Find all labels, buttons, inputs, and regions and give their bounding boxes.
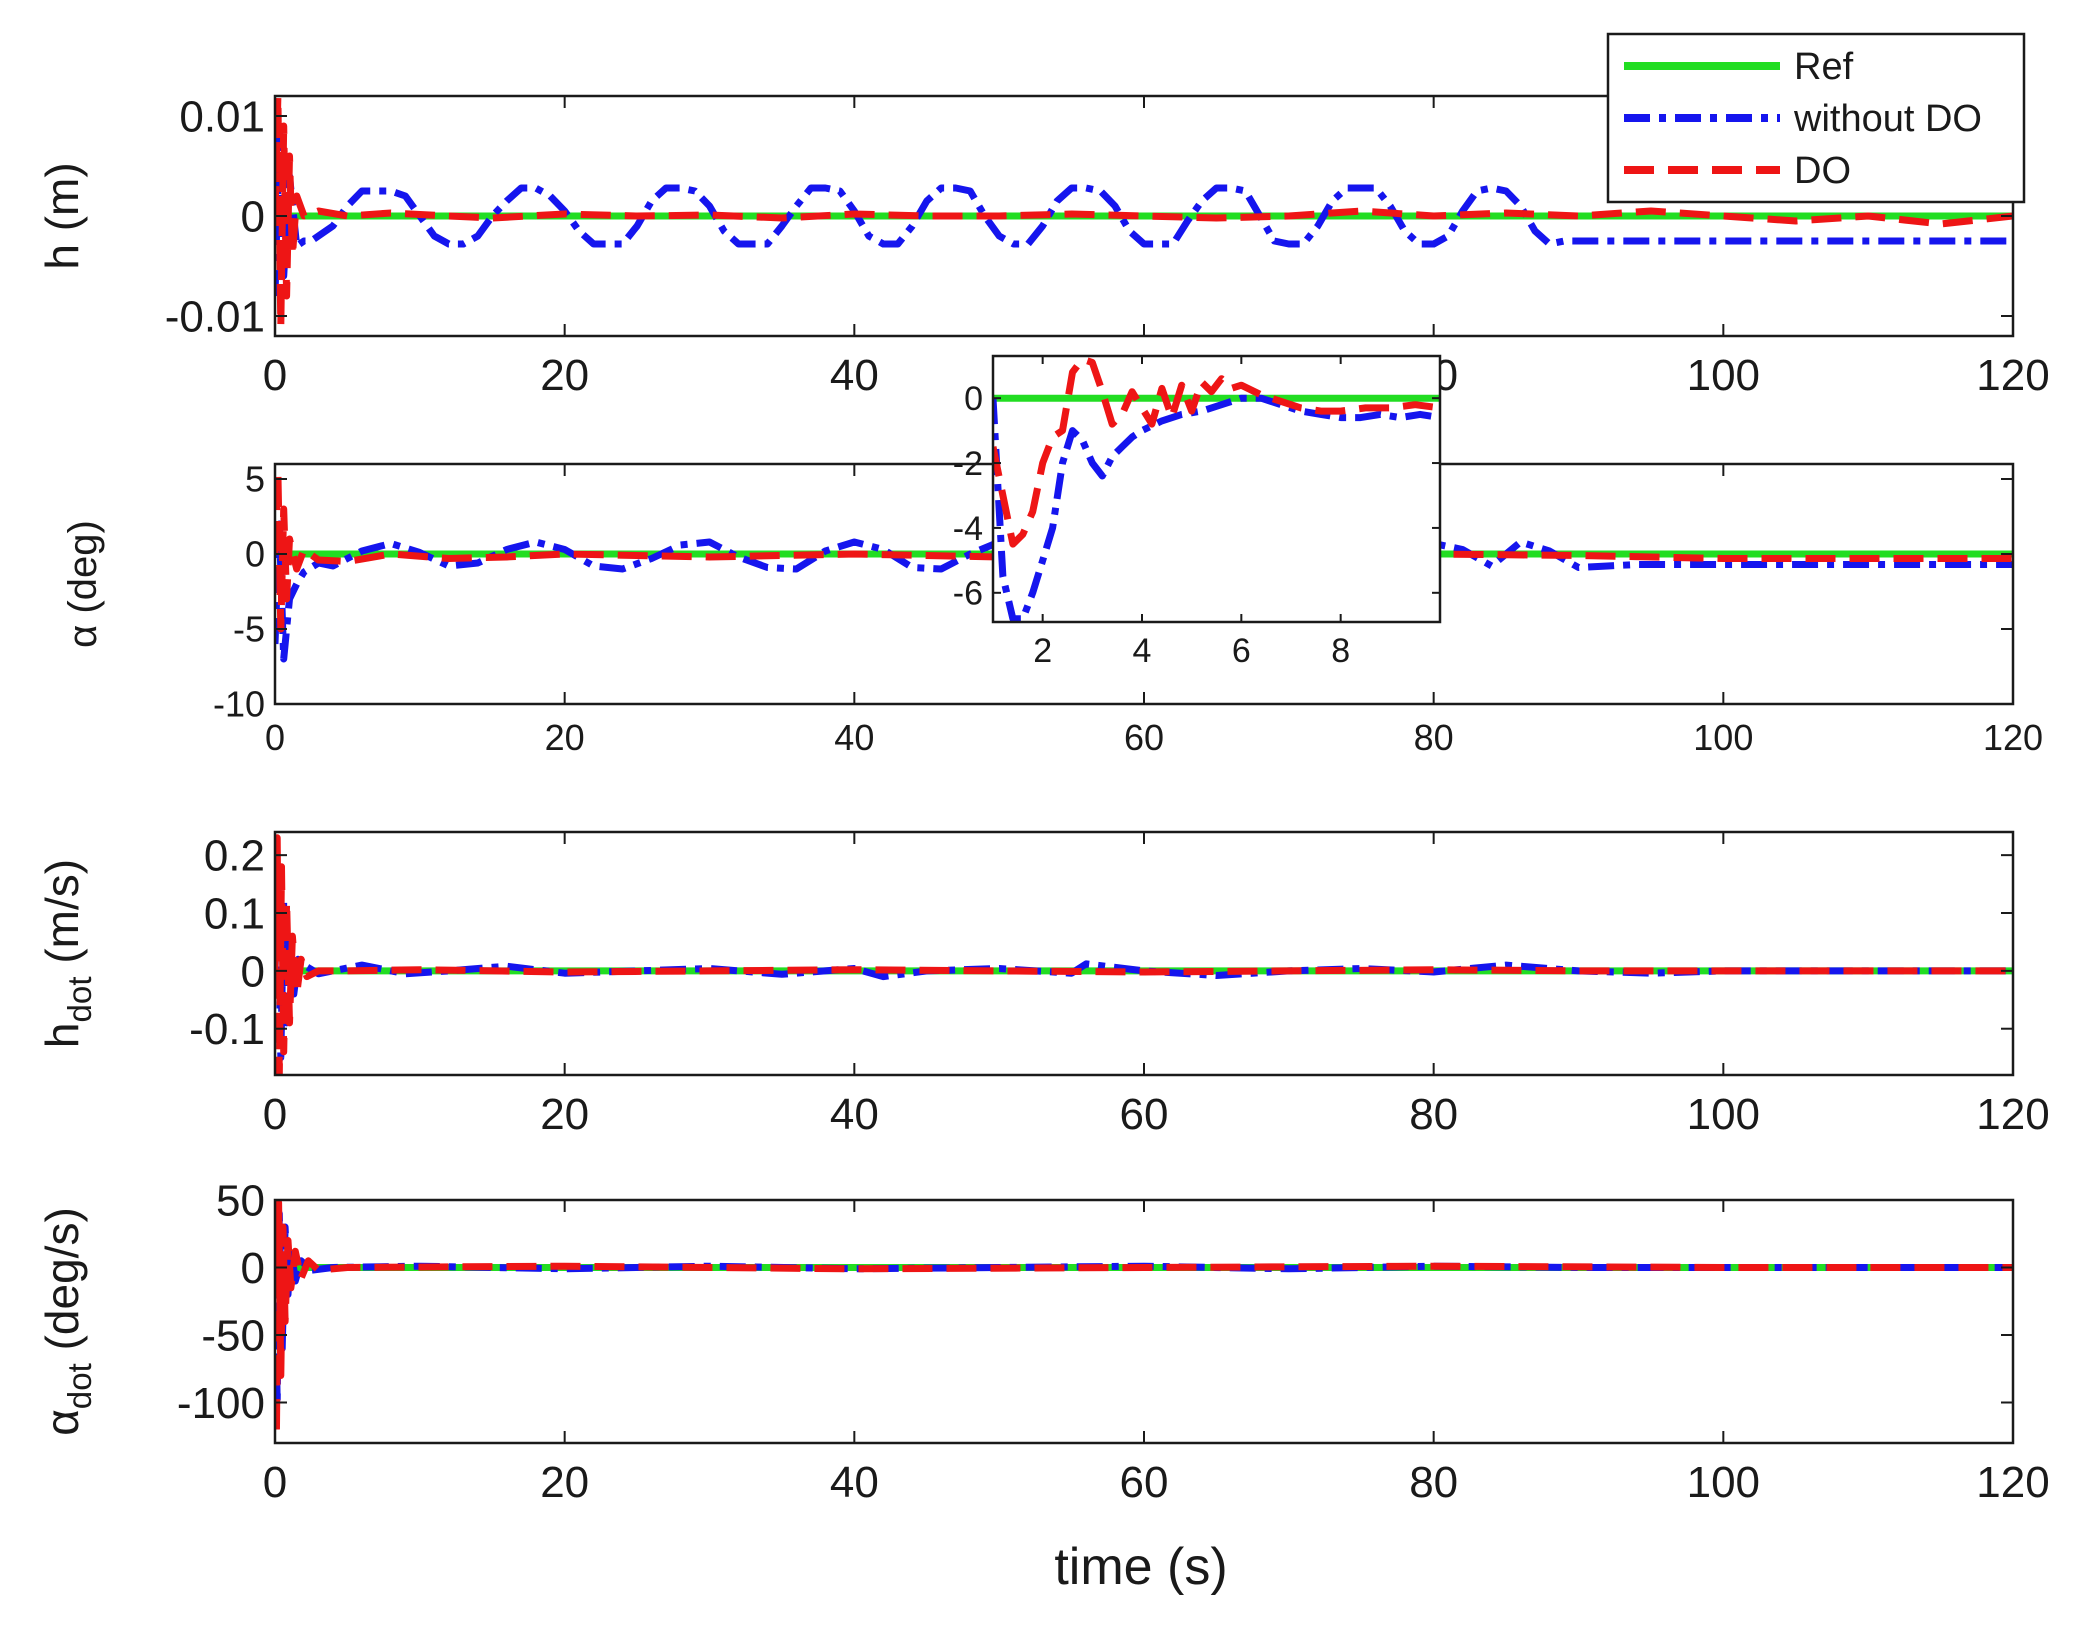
x-tick-label: 40 (830, 351, 879, 400)
y-tick-label: -2 (953, 445, 983, 483)
y-tick-label: -10 (213, 684, 265, 725)
x-tick-label: 8 (1331, 632, 1350, 670)
y-axis-label: h (m) (36, 162, 88, 269)
x-tick-label: 120 (1983, 717, 2043, 758)
series-line-without-do (275, 520, 2013, 663)
y-axis-label: α (deg) (61, 520, 105, 648)
x-tick-label: 6 (1232, 632, 1251, 670)
y-tick-label: -6 (953, 575, 983, 613)
x-tick-label: 100 (1687, 351, 1760, 400)
y-tick-label: -50 (201, 1311, 265, 1360)
series-line-do (275, 468, 2013, 633)
x-tick-label: 20 (540, 1090, 589, 1139)
axes-frame (273, 830, 2015, 1077)
y-tick-label: -0.01 (165, 292, 265, 341)
y-axis-label: hdot (m/s) (36, 859, 99, 1048)
legend-label: without DO (1793, 98, 1982, 140)
y-tick-label: 5 (245, 459, 265, 500)
x-tick-label: 40 (830, 1458, 879, 1507)
x-tick-label: 0 (263, 351, 287, 400)
legend-label: DO (1794, 150, 1851, 192)
series-line-without-do (275, 122, 2013, 297)
x-tick-label: 100 (1687, 1090, 1760, 1139)
x-tick-label: 0 (263, 1458, 287, 1507)
inset-axes: 2 4 6 8 -6 -4 -2 0 (953, 354, 1442, 670)
x-tick-label: 120 (1976, 1090, 2049, 1139)
x-tick-label: 2 (1033, 632, 1052, 670)
x-tick-label: 20 (540, 1458, 589, 1507)
series-group (275, 834, 2013, 1075)
y-tick-label: 0 (241, 1244, 265, 1293)
series-line-without-do (275, 863, 2013, 1062)
y-tick-label: 0 (245, 534, 265, 575)
x-tick-label: 0 (265, 717, 285, 758)
axes-frame (273, 1198, 2015, 1445)
y-tick-label: 0 (964, 380, 983, 418)
panel-3: 0 20 40 60 80 100 120 -0.1 0 0.1 0.2 hdot (m/s) (36, 830, 2050, 1139)
panel-4: 0 20 40 60 80 100 120 -100 -50 0 50 αdot (deg/s) (36, 1176, 2050, 1507)
series-line-do (275, 96, 2013, 330)
x-axis-label: time (s) (1054, 1538, 1227, 1596)
panel-2: 0 20 40 60 80 100 120 -10 -5 0 5 α (deg) (61, 459, 2043, 758)
x-tick-label: 60 (1120, 1458, 1169, 1507)
y-tick-label: -100 (177, 1379, 265, 1428)
x-tick-label: 20 (540, 351, 589, 400)
axes-frame (991, 354, 1442, 624)
series-line-do (275, 1200, 2013, 1440)
x-tick-label: 80 (1409, 1458, 1458, 1507)
y-tick-label: -4 (953, 510, 983, 548)
series-line-without-do (993, 394, 1440, 622)
x-tick-label: 100 (1693, 717, 1753, 758)
series-group (275, 96, 2013, 330)
x-tick-label: 80 (1414, 717, 1454, 758)
series-group (275, 1200, 2013, 1440)
x-tick-label: 40 (830, 1090, 879, 1139)
series-line-without-do (275, 1210, 2013, 1406)
legend: Ref without DO DO (1606, 32, 2026, 204)
y-tick-label: 0.01 (179, 92, 265, 141)
y-tick-label: 0 (241, 192, 265, 241)
legend-label: Ref (1794, 46, 1854, 88)
y-tick-label: 0.1 (204, 889, 265, 938)
x-tick-label: 40 (834, 717, 874, 758)
x-tick-label: 100 (1687, 1458, 1760, 1507)
series-line-do (993, 356, 1440, 548)
x-tick-label: 120 (1976, 351, 2049, 400)
y-tick-label: 0 (241, 947, 265, 996)
y-tick-label: 50 (216, 1176, 265, 1225)
inset-panel: 2 4 6 8 -6 -4 -2 0 (953, 354, 1442, 670)
x-tick-label: 80 (1409, 1090, 1458, 1139)
series-line-do (275, 834, 2013, 1075)
x-tick-label: 4 (1133, 632, 1152, 670)
x-tick-label: 120 (1976, 1458, 2049, 1507)
y-tick-label: -5 (233, 609, 265, 650)
x-tick-label: 0 (263, 1090, 287, 1139)
x-tick-label: 60 (1124, 717, 1164, 758)
x-tick-label: 60 (1120, 1090, 1169, 1139)
series-group (993, 356, 1440, 622)
y-axis-label: αdot (deg/s) (36, 1207, 99, 1436)
y-tick-label: -0.1 (189, 1005, 265, 1054)
y-tick-label: 0.2 (204, 832, 265, 881)
x-tick-label: 20 (545, 717, 585, 758)
